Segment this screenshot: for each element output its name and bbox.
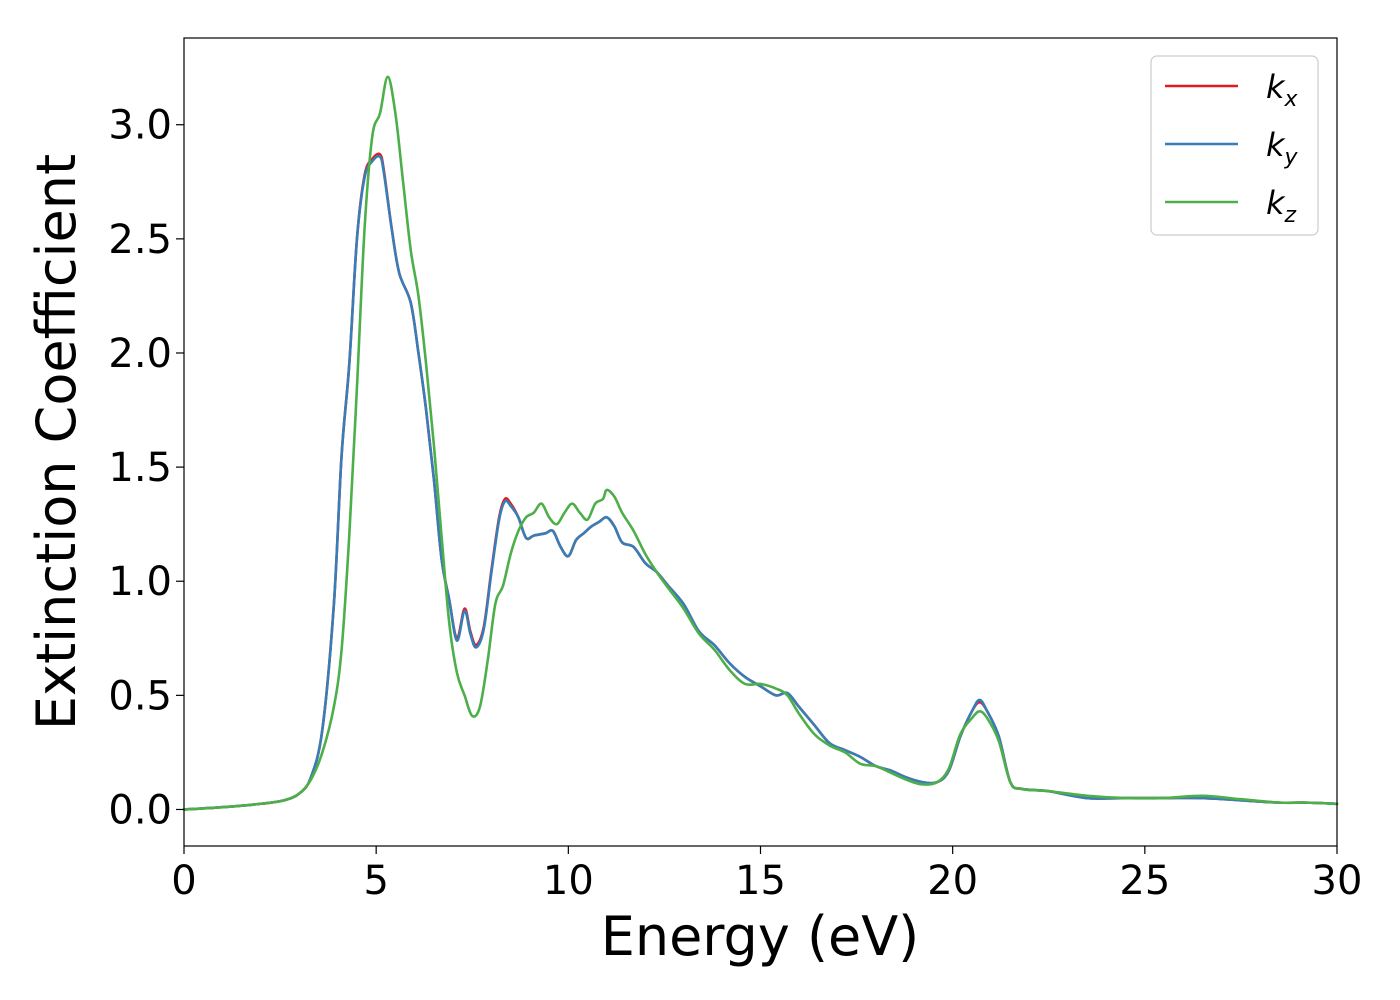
- series-line-ky: [182, 154, 1339, 811]
- legend-box: [1150, 55, 1319, 236]
- x-tick-label: 30: [1312, 858, 1363, 904]
- y-tick-label: 1.0: [108, 559, 172, 605]
- legend-label-subscript: y: [1284, 145, 1299, 170]
- legend-label-kz: kz: [1266, 184, 1297, 228]
- legend-label-kx: kx: [1266, 68, 1299, 112]
- x-tick-label: 10: [543, 858, 594, 904]
- series-line-kz: [182, 75, 1339, 811]
- legend-label-main: k: [1266, 68, 1286, 106]
- x-tick-label: 15: [735, 858, 786, 904]
- legend-label-ky: ky: [1266, 126, 1299, 170]
- x-tick-label: 25: [1119, 858, 1170, 904]
- y-tick-label: 2.0: [108, 331, 172, 377]
- x-tick-label: 0: [171, 858, 196, 904]
- legend-label-subscript: x: [1284, 87, 1299, 112]
- y-tick-label: 0.5: [108, 673, 172, 719]
- x-tick-label: 20: [927, 858, 978, 904]
- x-tick-label: 5: [363, 858, 388, 904]
- y-axis-ticks: 0.0 0.5 1.0 1.5 2.0 2.5 3.0: [108, 103, 184, 833]
- y-tick-label: 0.0: [108, 787, 172, 833]
- legend-label-main: k: [1266, 126, 1286, 164]
- y-axis-title: Extinction Coefficient: [25, 154, 88, 730]
- y-tick-label: 2.5: [108, 217, 172, 263]
- x-axis-ticks: 0 5 10 15 20 25 30: [171, 846, 1362, 904]
- x-axis-title: Energy (eV): [601, 905, 920, 968]
- legend-label-subscript: z: [1284, 203, 1297, 228]
- series-layer: [182, 75, 1339, 811]
- legend-label-main: k: [1266, 184, 1286, 222]
- y-tick-label: 1.5: [108, 445, 172, 491]
- y-tick-label: 3.0: [108, 103, 172, 149]
